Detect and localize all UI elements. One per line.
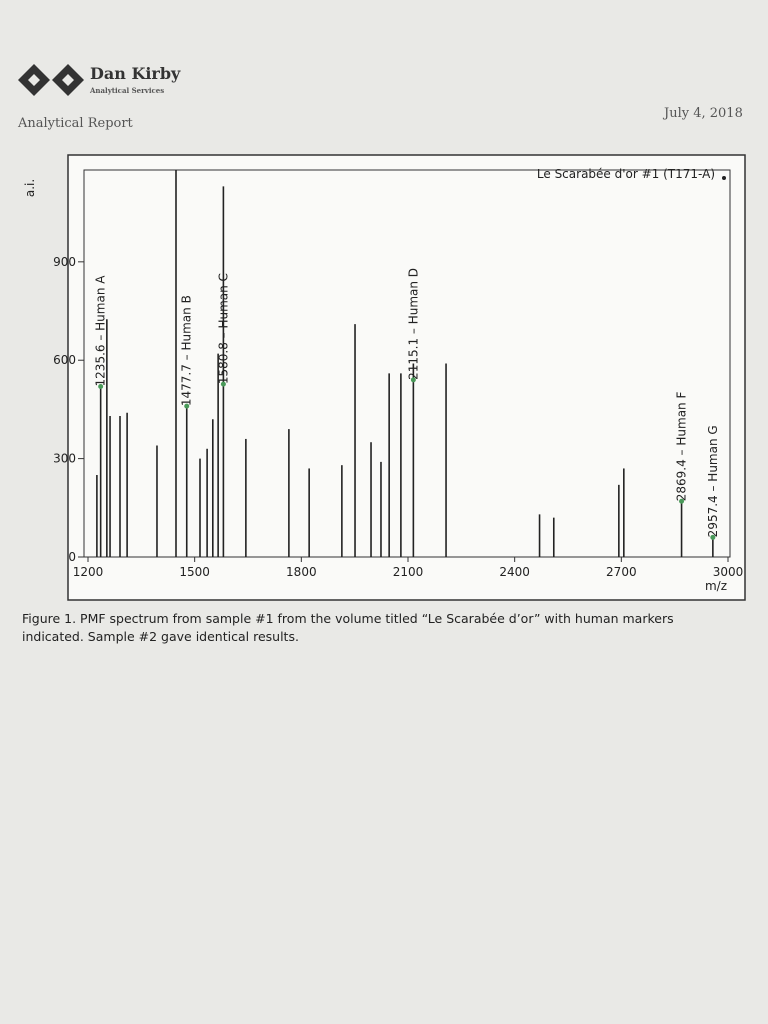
x-axis-label: m/z <box>705 579 727 593</box>
y-tick-label: 0 <box>68 550 76 564</box>
peak-marker <box>220 381 226 387</box>
peak-label: 2115.1 – Human D <box>406 268 420 380</box>
company-subtitle: Analytical Services <box>90 86 165 95</box>
title-dot <box>722 176 726 180</box>
y-tick-label: 600 <box>53 353 76 367</box>
x-tick-label: 1200 <box>73 565 104 579</box>
chart-title: Le Scarabée d'or #1 (T171-A) <box>537 167 715 181</box>
y-axis-label: a.i. <box>23 179 37 197</box>
chart: Le Scarabée d'or #1 (T171-A) a.i. m/z 0 3… <box>23 154 746 601</box>
peak-marker <box>98 383 104 389</box>
x-tick-label: 3000 <box>713 565 744 579</box>
y-tick-label: 900 <box>53 255 76 269</box>
x-tick-label: 1800 <box>286 565 317 579</box>
logo <box>18 64 84 96</box>
figure-caption: Figure 1. PMF spectrum from sample #1 fr… <box>22 611 674 644</box>
peak-label: 2869.4 – Human F <box>675 392 689 502</box>
x-tick-label: 2400 <box>499 565 530 579</box>
peak-label: 2957.4 – Human G <box>706 425 720 537</box>
peak-marker <box>184 403 190 409</box>
peak-label: 1477.7 – Human B <box>180 295 194 406</box>
peak-marker <box>710 534 716 540</box>
peak-marker <box>410 377 416 383</box>
report-title: Analytical Report <box>18 116 133 131</box>
y-tick-label: 300 <box>53 452 76 466</box>
x-tick-label: 2100 <box>393 565 424 579</box>
company: Dan Kirby <box>90 64 181 83</box>
x-tick-label: 2700 <box>606 565 637 579</box>
x-tick-label: 1500 <box>179 565 210 579</box>
report-date: July 4, 2018 <box>664 106 743 121</box>
chart-frame <box>67 154 746 601</box>
peak-label: 1580.8 – Human C <box>216 273 230 384</box>
peak-marker <box>679 498 685 504</box>
plot-area <box>83 169 731 558</box>
peak-label: 1235.6 – Human A <box>94 275 108 387</box>
